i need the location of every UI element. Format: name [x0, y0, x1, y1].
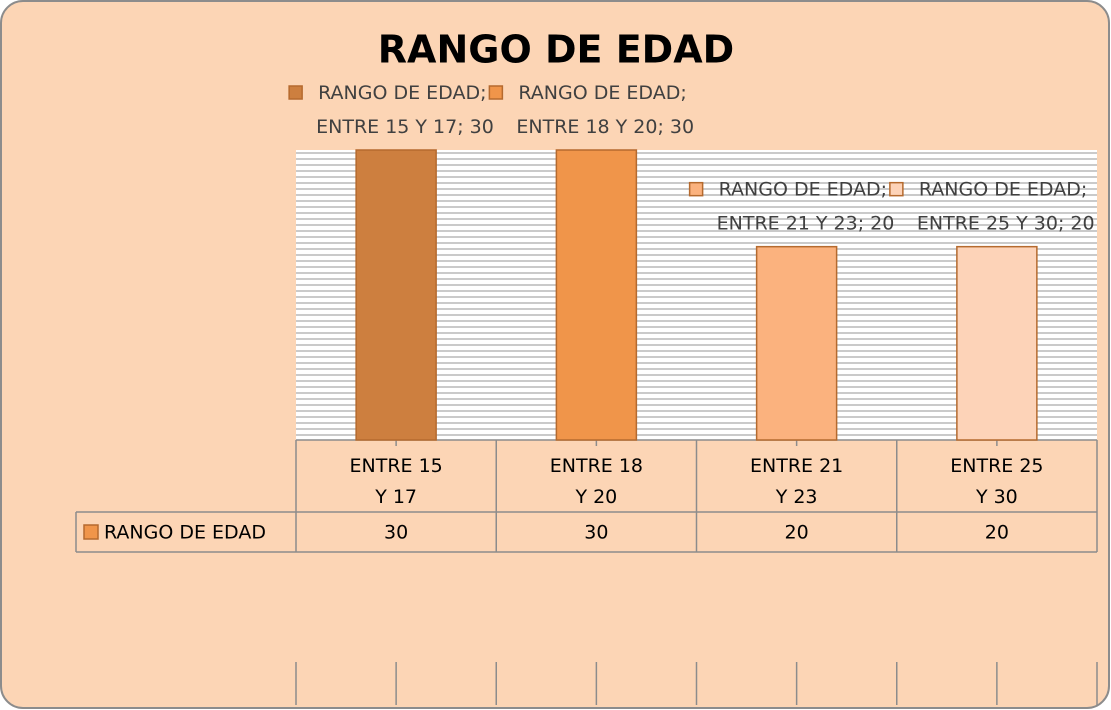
data-label: RANGO DE EDAD; ENTRE 18 Y 20; 30 — [516, 82, 694, 138]
data-label: RANGO DE EDAD; ENTRE 25 Y 30; 20 — [917, 178, 1095, 234]
x-tick-label: ENTRE 15 Y 17 — [350, 455, 443, 508]
table-value: 20 — [785, 522, 809, 544]
bar — [355, 149, 437, 441]
x-tick-label: ENTRE 21 Y 23 — [750, 455, 843, 508]
label-key — [889, 181, 904, 197]
bar — [755, 245, 838, 441]
x-tick-label: ENTRE 25 Y 30 — [950, 455, 1043, 508]
label-key — [488, 85, 504, 100]
bar — [956, 245, 1038, 441]
table-value: 30 — [584, 522, 608, 544]
legend-label: RANGO DE EDAD — [104, 522, 266, 544]
label-key — [288, 85, 303, 100]
data-label: RANGO DE EDAD; ENTRE 15 Y 17; 30 — [316, 82, 494, 138]
bar — [555, 149, 638, 441]
x-tick-label: ENTRE 18 Y 20 — [550, 455, 643, 508]
data-label: RANGO DE EDAD; ENTRE 21 Y 23; 20 — [717, 178, 895, 234]
chart-title: RANGO DE EDAD — [378, 28, 734, 72]
legend-key — [83, 524, 99, 540]
table-value: 30 — [384, 522, 408, 544]
label-key — [688, 181, 704, 197]
table-value: 20 — [985, 522, 1009, 544]
